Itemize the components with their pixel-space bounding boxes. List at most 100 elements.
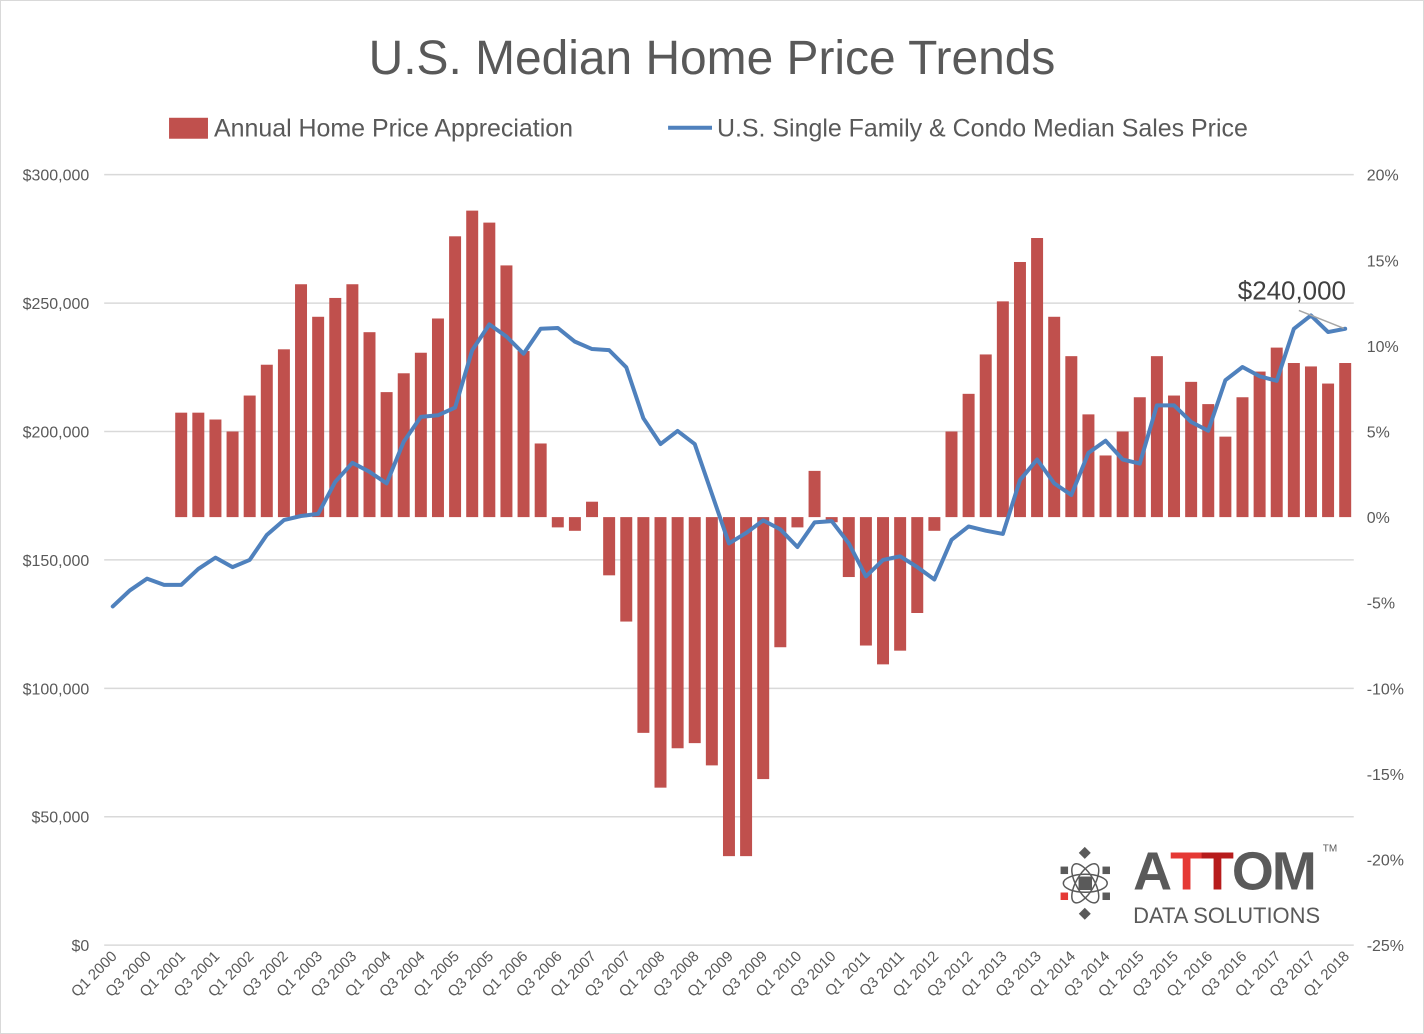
y-right-tick-label: 15% (1367, 253, 1399, 270)
attom-logo-tm: TM (1323, 843, 1337, 854)
bar (483, 222, 496, 518)
bar (534, 443, 547, 518)
bar (1287, 363, 1300, 518)
bar (209, 419, 222, 518)
bar (979, 354, 992, 518)
attom-logo-tagline: DATA SOLUTIONS (1133, 903, 1320, 928)
bar (620, 517, 633, 622)
bar (1236, 397, 1249, 518)
bar (603, 517, 616, 576)
y-right-tick-label: -15% (1367, 767, 1404, 784)
bar (1219, 436, 1232, 518)
bar (500, 265, 513, 518)
y-left-tick-label: $250,000 (23, 296, 90, 313)
y-axis-left: $0 $50,000 $100,000 $150,000 $200,000 $250,00… (23, 168, 90, 956)
y-left-tick-label: $300,000 (23, 168, 90, 185)
bar (414, 352, 427, 518)
bar (175, 412, 188, 518)
bar (1253, 371, 1266, 518)
bar (1082, 414, 1095, 518)
y-right-tick-label: 20% (1367, 168, 1399, 185)
y-left-tick-label: $50,000 (32, 810, 90, 827)
bar (243, 395, 256, 518)
annotation: $240,000 (1238, 277, 1346, 330)
bar (568, 517, 581, 531)
bar (380, 392, 393, 518)
annotation-label: $240,000 (1238, 277, 1346, 305)
bar (774, 517, 787, 648)
bar (431, 318, 444, 518)
y-left-tick-label: $200,000 (23, 424, 90, 441)
bar (945, 431, 958, 518)
bar (449, 236, 462, 518)
bar (894, 517, 907, 651)
bar (1339, 363, 1352, 518)
bar (295, 284, 308, 518)
bar (466, 210, 479, 518)
bar (192, 412, 205, 518)
bar (1048, 316, 1061, 518)
bar (962, 393, 975, 518)
bar-series (175, 210, 1352, 857)
bar (551, 517, 564, 528)
attom-logo-wordmark: ATTOM (1133, 841, 1315, 901)
bar (688, 517, 701, 744)
bar (329, 297, 342, 518)
y-right-tick-label: 5% (1367, 424, 1390, 441)
bar (1185, 381, 1198, 518)
bar (1304, 366, 1317, 518)
bar (346, 284, 359, 518)
bar (1168, 395, 1181, 518)
bar (654, 517, 667, 788)
legend-swatch-bar (169, 117, 208, 139)
legend-label-appreciation: Annual Home Price Appreciation (214, 115, 573, 143)
bar (1013, 261, 1026, 518)
y-left-tick-label: $0 (71, 938, 89, 955)
bar (1202, 404, 1215, 518)
bar (1322, 383, 1335, 518)
bar (722, 517, 735, 857)
y-right-tick-label: -25% (1367, 938, 1404, 955)
bar (877, 517, 890, 665)
bar (996, 301, 1009, 518)
bar (859, 517, 872, 646)
bar (928, 517, 941, 531)
bar (808, 470, 821, 518)
bar (757, 517, 770, 780)
attom-logo: ATTOM TM DATA SOLUTIONS (1060, 841, 1337, 928)
bar (671, 517, 684, 749)
y-right-tick-label: 0% (1367, 510, 1390, 527)
bar (791, 517, 804, 528)
line-series (110, 313, 1348, 609)
annotation-leader (1298, 309, 1345, 330)
bar (1065, 356, 1078, 518)
y-right-tick-label: 10% (1367, 339, 1399, 356)
bar (312, 316, 325, 518)
bar (1150, 356, 1163, 518)
bar (1099, 455, 1112, 518)
bar (1270, 347, 1283, 518)
attom-logo-mark (1060, 846, 1110, 920)
bar (363, 332, 376, 518)
bar (740, 517, 753, 857)
y-right-tick-label: -20% (1367, 853, 1404, 870)
y-axis-right: -25% -20% -15% -10% -5% 0% 5% 10% 15% 20% (1367, 168, 1404, 956)
bar (517, 351, 530, 518)
legend: Annual Home Price Appreciation U.S. Sing… (169, 115, 1248, 143)
bar (277, 349, 290, 518)
legend-label-median-price: U.S. Single Family & Condo Median Sales … (717, 115, 1248, 143)
y-right-tick-label: -5% (1367, 596, 1395, 613)
bar (1031, 238, 1044, 518)
bar (226, 431, 239, 518)
bar (260, 364, 273, 518)
bar (586, 501, 599, 518)
bar (705, 517, 718, 766)
y-left-tick-label: $150,000 (23, 553, 90, 570)
y-right-tick-label: -10% (1367, 681, 1404, 698)
bar (637, 517, 650, 733)
chart-title: U.S. Median Home Price Trends (369, 32, 1056, 85)
bar (1116, 431, 1129, 518)
y-left-tick-label: $100,000 (23, 681, 90, 698)
